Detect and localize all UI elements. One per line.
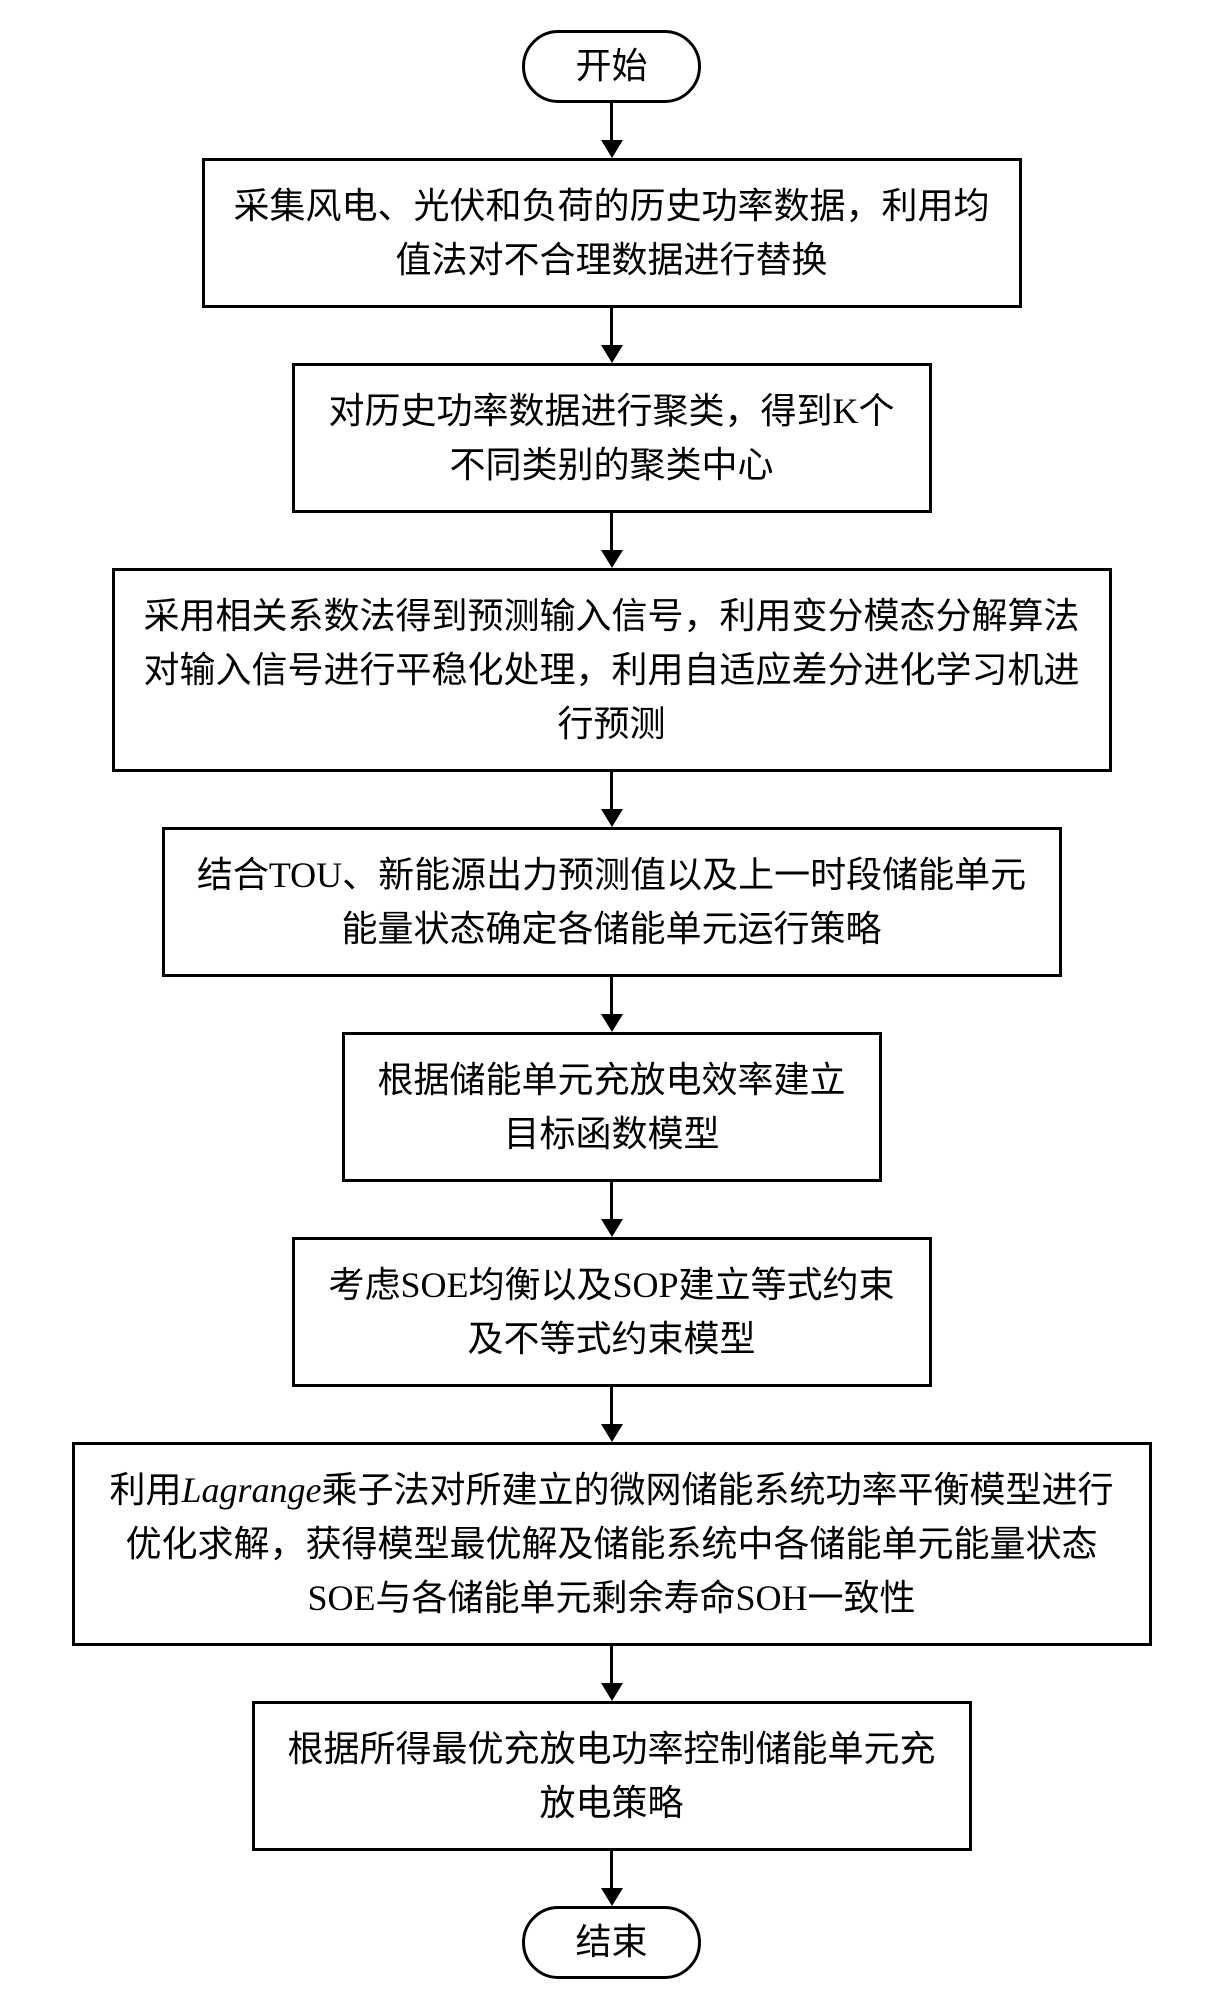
process-label: 对历史功率数据进行聚类，得到K个不同类别的聚类中心 <box>329 391 895 485</box>
process-label: 利用Lagrange乘子法对所建立的微网储能系统功率平衡模型进行优化求解，获得模… <box>109 1470 1113 1618</box>
arrow <box>601 772 623 827</box>
process-predict: 采用相关系数法得到预测输入信号，利用变分模态分解算法对输入信号进行平稳化处理，利… <box>112 568 1112 772</box>
arrow <box>601 1646 623 1701</box>
process-label: 考虑SOE均衡以及SOP建立等式约束及不等式约束模型 <box>328 1265 894 1359</box>
arrow <box>601 308 623 363</box>
process-constraints: 考虑SOE均衡以及SOP建立等式约束及不等式约束模型 <box>292 1237 932 1387</box>
arrow <box>601 513 623 568</box>
process-label: 根据所得最优充放电功率控制储能单元充放电策略 <box>287 1729 935 1823</box>
arrow <box>601 103 623 158</box>
arrow <box>601 1851 623 1906</box>
start-label: 开始 <box>575 46 647 86</box>
process-lagrange: 利用Lagrange乘子法对所建立的微网储能系统功率平衡模型进行优化求解，获得模… <box>72 1442 1152 1646</box>
arrow <box>601 1387 623 1442</box>
process-label: 采集风电、光伏和负荷的历史功率数据，利用均值法对不合理数据进行替换 <box>233 186 989 280</box>
start-terminal: 开始 <box>522 30 700 103</box>
process-cluster: 对历史功率数据进行聚类，得到K个不同类别的聚类中心 <box>292 363 932 513</box>
flowchart-container: 开始 采集风电、光伏和负荷的历史功率数据，利用均值法对不合理数据进行替换 对历史… <box>62 30 1162 1979</box>
end-label: 结束 <box>575 1922 647 1962</box>
end-terminal: 结束 <box>522 1906 700 1979</box>
process-tou-strategy: 结合TOU、新能源出力预测值以及上一时段储能单元能量状态确定各储能单元运行策略 <box>162 827 1062 977</box>
process-label: 根据储能单元充放电效率建立目标函数模型 <box>377 1060 845 1154</box>
arrow <box>601 1182 623 1237</box>
process-label: 采用相关系数法得到预测输入信号，利用变分模态分解算法对输入信号进行平稳化处理，利… <box>143 596 1079 744</box>
process-collect-data: 采集风电、光伏和负荷的历史功率数据，利用均值法对不合理数据进行替换 <box>202 158 1022 308</box>
process-control-strategy: 根据所得最优充放电功率控制储能单元充放电策略 <box>252 1701 972 1851</box>
process-label: 结合TOU、新能源出力预测值以及上一时段储能单元能量状态确定各储能单元运行策略 <box>197 855 1026 949</box>
arrow <box>601 977 623 1032</box>
process-objective-model: 根据储能单元充放电效率建立目标函数模型 <box>342 1032 882 1182</box>
